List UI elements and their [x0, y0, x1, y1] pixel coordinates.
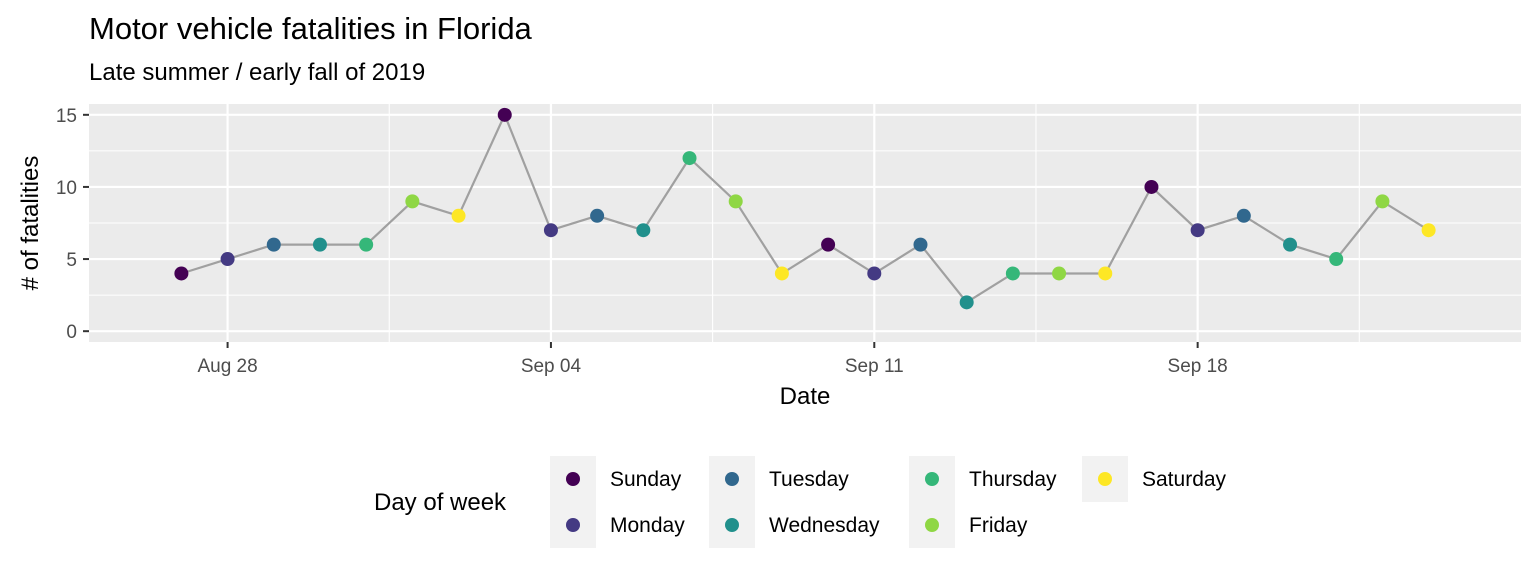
data-points — [174, 107, 1436, 310]
x-tick-label: Sep 18 — [1168, 356, 1228, 377]
legend-label: Monday — [610, 514, 685, 537]
data-point — [590, 208, 605, 223]
data-point — [636, 223, 651, 238]
y-tick-label: 10 — [56, 178, 77, 199]
legend-swatch — [1098, 472, 1112, 486]
data-point — [682, 151, 697, 166]
legend-swatch — [925, 472, 939, 486]
series-line — [181, 112, 1430, 304]
legend-swatch — [925, 518, 939, 532]
data-point — [174, 266, 189, 281]
legend-label: Tuesday — [769, 468, 849, 491]
y-tick-label: 0 — [66, 322, 77, 343]
data-point — [266, 237, 281, 252]
x-tick-label: Sep 11 — [845, 356, 904, 377]
legend: Day of week Sunday Monday Tuesday Wednesday… — [374, 456, 1227, 548]
data-point — [1005, 266, 1020, 281]
data-point — [913, 237, 928, 252]
data-point — [405, 194, 420, 209]
chart-title: Motor vehicle fatalities in Florida — [89, 11, 532, 46]
data-point — [1190, 223, 1205, 238]
data-point — [1375, 194, 1390, 209]
data-point — [867, 266, 882, 281]
axes: 0 5 10 15 Aug 28 Sep 04 Sep 11 Sep 18 — [56, 106, 1228, 377]
legend-label: Wednesday — [769, 514, 880, 537]
x-tick-label: Aug 28 — [197, 356, 257, 377]
chart-subtitle: Late summer / early fall of 2019 — [89, 59, 426, 86]
y-tick-label: 15 — [56, 106, 77, 127]
data-point — [821, 237, 836, 252]
legend-label: Sunday — [610, 468, 682, 491]
x-axis-title: Date — [780, 383, 831, 410]
legend-label: Saturday — [1142, 468, 1227, 491]
y-axis-title: # of fatalities — [17, 156, 44, 291]
legend-swatch — [566, 472, 580, 486]
data-point — [959, 295, 974, 310]
data-point — [543, 223, 558, 238]
data-point — [728, 194, 743, 209]
x-tick-label: Sep 04 — [521, 356, 582, 377]
legend-label: Thursday — [969, 468, 1057, 491]
legend-swatch — [725, 518, 739, 532]
data-point — [1329, 252, 1344, 267]
data-point — [1098, 266, 1113, 281]
data-point — [1052, 266, 1067, 281]
data-point — [220, 252, 235, 267]
data-point — [774, 266, 789, 281]
data-point — [1144, 179, 1159, 194]
legend-swatch — [566, 518, 580, 532]
data-point — [1421, 223, 1436, 238]
legend-swatch — [725, 472, 739, 486]
data-point — [451, 208, 466, 223]
data-point — [359, 237, 374, 252]
data-point — [1236, 208, 1251, 223]
data-point — [1283, 237, 1298, 252]
data-point — [312, 237, 327, 252]
data-point — [497, 107, 512, 122]
y-tick-label: 5 — [66, 250, 77, 271]
legend-label: Friday — [969, 514, 1028, 537]
legend-title: Day of week — [374, 489, 507, 516]
